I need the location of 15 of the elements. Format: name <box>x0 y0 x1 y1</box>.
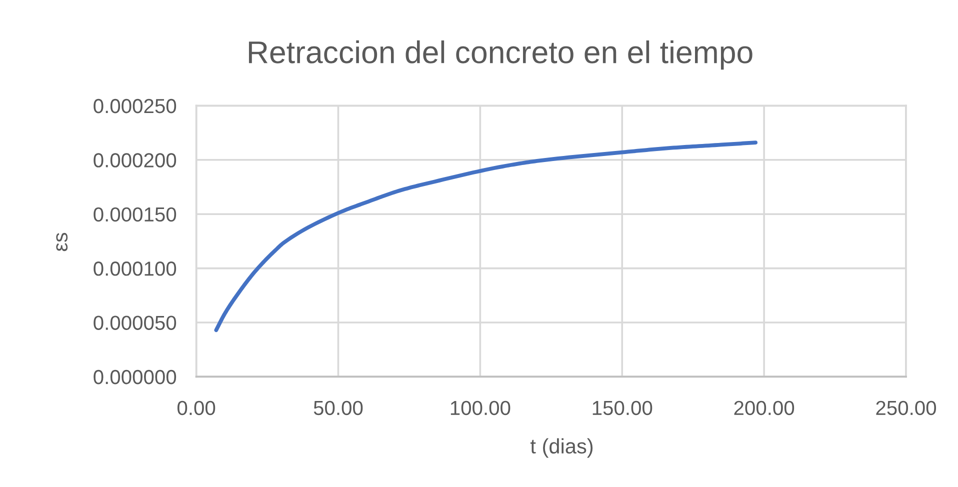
chart-title: Retraccion del concreto en el tiempo <box>248 40 752 70</box>
x-tick-label: 150.00 <box>592 400 652 416</box>
x-tick-label: 200.00 <box>734 400 794 416</box>
x-tick-label: 0.00 <box>177 400 216 416</box>
y-tick-label: 0.000000 <box>94 370 176 384</box>
y-tick-label: 0.000250 <box>94 98 176 114</box>
y-tick-label: 0.000200 <box>94 153 176 168</box>
y-axis-title: εs <box>56 232 68 252</box>
x-tick-label: 50.00 <box>314 400 363 416</box>
y-tick-label: 0.000150 <box>94 207 176 222</box>
x-tick-label: 100.00 <box>450 400 510 416</box>
y-tick-label: 0.000100 <box>94 262 176 276</box>
y-tick-label: 0.000050 <box>94 316 176 330</box>
x-axis-title: t (dias) <box>530 438 593 458</box>
x-tick-label: 250.00 <box>876 400 936 416</box>
